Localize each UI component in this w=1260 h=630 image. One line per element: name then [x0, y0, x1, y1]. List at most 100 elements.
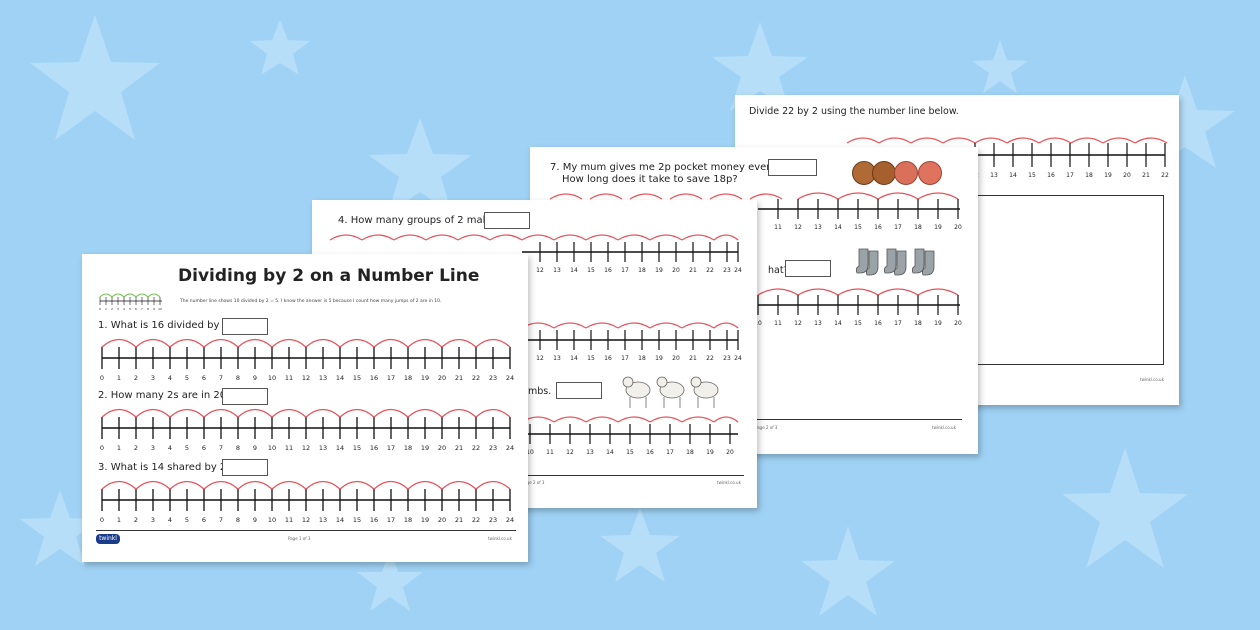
tick-label: 16 — [874, 320, 882, 327]
tick-label: 5 — [185, 516, 189, 524]
tick-label: 1 — [117, 516, 121, 524]
footer-line — [324, 475, 744, 476]
tick-label: 24 — [734, 355, 742, 362]
tick-label: 20 — [954, 320, 962, 327]
footer-right: twinkl.co.uk — [717, 480, 741, 485]
tick-label: 8 — [236, 374, 240, 382]
tick-label: 15 — [353, 444, 361, 452]
answer-box-3[interactable] — [222, 459, 268, 476]
tick-label: 3 — [151, 374, 155, 382]
answer-box-2[interactable] — [222, 388, 268, 405]
tick-label: 12 — [536, 267, 544, 274]
tick-label: 17 — [387, 516, 395, 524]
question-6-fragment: mbs. — [528, 386, 552, 397]
tick-label: 24 — [734, 267, 742, 274]
tick-label: 12 — [302, 516, 310, 524]
jump-arc — [169, 408, 205, 418]
jump-arc — [271, 338, 307, 348]
tick-label: 19 — [655, 355, 663, 362]
answer-box-1[interactable] — [222, 318, 268, 335]
tick-label: 18 — [914, 320, 922, 327]
jump-arc — [271, 408, 307, 418]
tick-label: 21 — [455, 444, 463, 452]
tick-label: 3 — [151, 516, 155, 524]
jump-arc — [271, 480, 307, 490]
jump-arc — [407, 480, 443, 490]
tick-label: 5 — [185, 374, 189, 382]
twinkl-logo: twinkl — [96, 534, 120, 544]
tick-label: 18 — [404, 374, 412, 382]
tick-label: 1 — [117, 444, 121, 452]
answer-box-8[interactable] — [785, 260, 831, 277]
tick-label: 22 — [706, 267, 714, 274]
star-decoration — [1135, 75, 1235, 168]
page-title: Dividing by 2 on a Number Line — [178, 266, 480, 286]
jump-arc — [237, 338, 273, 348]
tick-label: 10 — [268, 374, 276, 382]
tick-label: 14 — [1009, 172, 1017, 179]
jump-arc — [305, 408, 341, 418]
tick-label: 14 — [336, 374, 344, 382]
mini-tick-label: 1 — [105, 307, 107, 311]
jump-arc — [203, 338, 239, 348]
tick-label: 7 — [219, 444, 223, 452]
tick-label: 19 — [421, 444, 429, 452]
tick-label: 18 — [638, 267, 646, 274]
tick-label: 22 — [472, 444, 480, 452]
tick-label: 9 — [253, 516, 257, 524]
tick-label: 4 — [168, 444, 172, 452]
tick-label: 13 — [319, 516, 327, 524]
jump-arc — [305, 338, 341, 348]
tick-label: 8 — [236, 444, 240, 452]
tick-label: 5 — [185, 444, 189, 452]
mini-tick-label: 10 — [158, 307, 162, 311]
tick-label: 14 — [570, 267, 578, 274]
mini-tick-label: 6 — [135, 307, 137, 311]
tick-label: 10 — [268, 516, 276, 524]
tick-label: 16 — [604, 267, 612, 274]
tick-label: 17 — [666, 449, 674, 456]
mini-tick-label: 0 — [99, 307, 101, 311]
instruction-text: Divide 22 by 2 using the number line bel… — [749, 106, 959, 117]
tick-label: 14 — [336, 444, 344, 452]
intro-text: The number line shows 10 divided by 2 = … — [180, 299, 442, 304]
jump-arc — [475, 408, 511, 418]
tick-label: 17 — [387, 374, 395, 382]
tick-label: 15 — [854, 224, 862, 231]
question-2: 2. How many 2s are in 20? — [98, 390, 232, 401]
tick-label: 15 — [1028, 172, 1036, 179]
jump-arc — [373, 480, 409, 490]
jump-arc — [441, 338, 477, 348]
star-decoration — [250, 20, 310, 75]
tick-label: 2 — [134, 516, 138, 524]
tick-label: 21 — [689, 355, 697, 362]
jump-arc — [203, 408, 239, 418]
tick-label: 18 — [638, 355, 646, 362]
tick-label: 6 — [202, 444, 206, 452]
answer-box-7[interactable] — [768, 159, 817, 176]
footer-right: twinkl.co.uk — [1140, 377, 1164, 382]
tick-label: 16 — [1047, 172, 1055, 179]
tick-label: 13 — [553, 267, 561, 274]
tick-label: 0 — [100, 374, 104, 382]
number-line-1: 0 1 2 3 4 5 6 7 8 9 10 11 12 13 14 15 16 17 18 19 20 21 22 23 24… — [100, 338, 514, 524]
tick-label: 23 — [489, 444, 497, 452]
question-8-fragment: hat? — [768, 265, 789, 276]
mini-tick-label: 9 — [153, 307, 155, 311]
tick-label: 18 — [1085, 172, 1093, 179]
star-decoration — [1062, 448, 1188, 568]
tick-label: 13 — [814, 320, 822, 327]
footer-right: twinkl.co.uk — [932, 425, 956, 430]
tick-label: 16 — [874, 224, 882, 231]
tick-label: 19 — [934, 320, 942, 327]
tick-label: 20 — [726, 449, 734, 456]
jump-arc — [339, 480, 375, 490]
tick-label: 16 — [646, 449, 654, 456]
tick-label: 17 — [621, 267, 629, 274]
answer-box-4[interactable] — [484, 212, 530, 229]
star-decoration — [368, 118, 472, 214]
tick-label: 20 — [954, 224, 962, 231]
answer-box-6[interactable] — [556, 382, 602, 399]
number-line: 11 12 13 14 15 16 17 18 19 20 10 11 12 13 14 15 16 17 18 1… — [549, 192, 962, 327]
